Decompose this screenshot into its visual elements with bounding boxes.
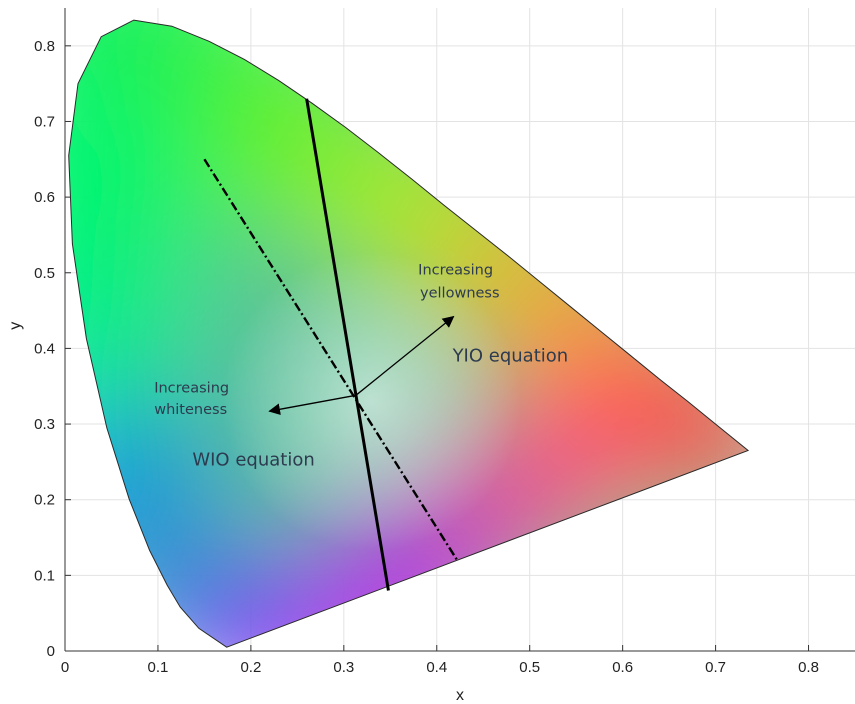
- x-tick-label: 0.3: [333, 659, 354, 676]
- whiteness-arrow: [268, 394, 357, 416]
- x-tick-label: 0.8: [798, 659, 819, 676]
- annotation-inc_white_2: whiteness: [154, 402, 227, 418]
- yellowness-arrow: [355, 315, 455, 396]
- annotation-inc_yellow_1: Increasing: [418, 262, 493, 278]
- annotation-wio: WIO equation: [192, 450, 314, 471]
- color-blob-15: [68, 71, 203, 292]
- x-tick-label: 0.7: [705, 659, 726, 676]
- annotation-yio: YIO equation: [452, 345, 569, 366]
- arrows: [268, 315, 455, 416]
- y-tick-label: 0.6: [34, 189, 55, 206]
- x-tick-label: 0.5: [519, 659, 540, 676]
- solid-line: [305, 98, 390, 591]
- annotation-inc_yellow_2: yellowness: [420, 286, 500, 302]
- x-tick-label: 0.2: [240, 659, 261, 676]
- axes: [64, 8, 855, 652]
- x-tick-label: 0: [61, 659, 69, 676]
- y-tick-label: 0.8: [34, 38, 55, 55]
- y-tick-label: 0.2: [34, 492, 55, 509]
- dash-dot-line: [203, 158, 460, 563]
- x-tick-label: 0.4: [426, 659, 447, 676]
- y-tick-label: 0.5: [34, 265, 55, 282]
- series-lines: [203, 98, 460, 591]
- color-blob-7: [684, 396, 749, 497]
- annotation-inc_white_1: Increasing: [154, 380, 229, 396]
- chromaticity-fill: [68, 20, 749, 648]
- annotations: Increasing yellowness YIO equation Increasi…: [154, 262, 568, 470]
- x-axis-label: x: [456, 687, 464, 704]
- color-blob-12: [149, 558, 260, 648]
- y-tick-label: 0.7: [34, 113, 55, 130]
- y-axis-label: y: [7, 322, 24, 330]
- y-tick-labels: 0 0.1 0.2 0.3 0.4 0.5 0.6 0.7 0.8: [34, 38, 55, 660]
- x-tick-labels: 0 0.1 0.2 0.3 0.4 0.5 0.6 0.7 0.8: [61, 659, 819, 676]
- y-tick-label: 0.1: [34, 567, 55, 584]
- y-tick-label: 0.3: [34, 416, 55, 433]
- y-tick-label: 0: [47, 643, 55, 660]
- x-tick-label: 0.6: [612, 659, 633, 676]
- x-tick-label: 0.1: [148, 659, 169, 676]
- y-tick-label: 0.4: [34, 340, 55, 357]
- spectral-locus: [68, 19, 750, 648]
